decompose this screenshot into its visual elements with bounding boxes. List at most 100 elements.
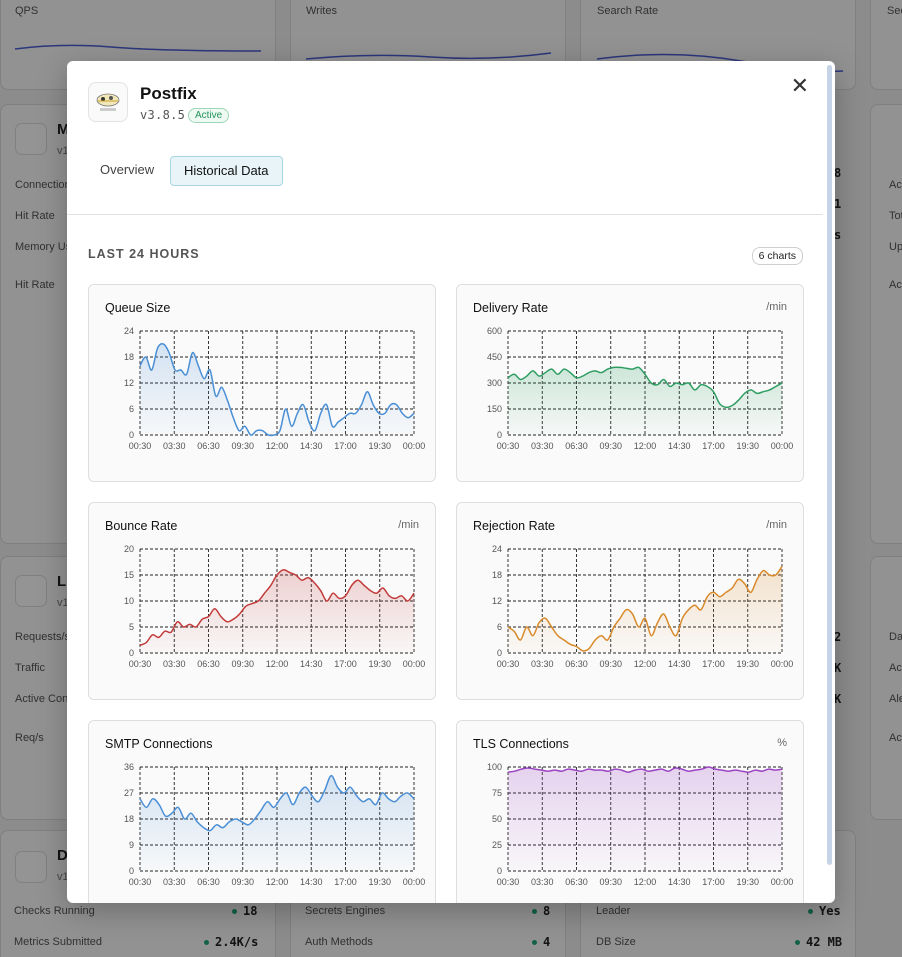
tab-overview[interactable]: Overview bbox=[100, 162, 155, 177]
x-tick-label: 00:30 bbox=[129, 877, 152, 887]
y-tick-label: 20 bbox=[124, 544, 134, 554]
chart-title: Queue Size bbox=[105, 301, 171, 315]
y-tick-label: 24 bbox=[124, 326, 134, 336]
x-tick-label: 09:30 bbox=[231, 659, 254, 669]
y-tick-label: 27 bbox=[124, 788, 134, 798]
bg-app-icon bbox=[15, 851, 47, 883]
bg-card-right-1: Act Tot Up Act bbox=[870, 104, 902, 544]
x-tick-label: 12:00 bbox=[266, 441, 289, 451]
x-tick-label: 14:30 bbox=[668, 441, 691, 451]
x-tick-label: 12:00 bbox=[266, 659, 289, 669]
bg-value: 2.4K/s bbox=[204, 935, 258, 949]
x-tick-label: 00:00 bbox=[403, 877, 426, 887]
bg-sparkline bbox=[14, 44, 262, 52]
x-tick-label: 00:30 bbox=[497, 877, 520, 887]
chart-tls-connections: 0 25 50 75 100 00:30 03:30 06:30 09:30 12:00 14:30… bbox=[487, 762, 794, 887]
y-tick-label: 18 bbox=[124, 352, 134, 362]
modal-scrollbar[interactable] bbox=[827, 65, 832, 865]
y-tick-label: 300 bbox=[487, 378, 502, 388]
x-tick-label: 19:30 bbox=[368, 877, 391, 887]
app-version: v3.8.5 bbox=[140, 108, 186, 122]
y-tick-label: 18 bbox=[124, 814, 134, 824]
x-tick-label: 00:00 bbox=[771, 441, 794, 451]
x-tick-label: 19:30 bbox=[368, 659, 391, 669]
y-tick-label: 0 bbox=[497, 648, 502, 658]
bg-label: Act bbox=[889, 662, 902, 674]
chart-rejection-rate: 0 6 12 18 24 00:30 03:30 06:30 09:30 12:00 14:30 17… bbox=[492, 544, 794, 669]
bg-sub: v1 bbox=[57, 597, 69, 609]
series-line bbox=[507, 366, 783, 409]
y-tick-label: 0 bbox=[129, 430, 134, 440]
chart-queue-size: 0 6 12 18 24 00:30 03:30 06:30 09:30 12:00 14:30 17… bbox=[124, 326, 425, 451]
bg-sub: v1 bbox=[57, 871, 69, 883]
y-tick-label: 0 bbox=[497, 430, 502, 440]
y-tick-label: 9 bbox=[129, 840, 134, 850]
postfix-logo-icon bbox=[88, 82, 128, 122]
y-tick-label: 0 bbox=[129, 648, 134, 658]
series-area bbox=[140, 569, 414, 653]
x-tick-label: 14:30 bbox=[300, 441, 323, 451]
bg-label: Up bbox=[889, 241, 902, 253]
y-tick-label: 0 bbox=[497, 866, 502, 876]
bg-label: Act bbox=[889, 732, 902, 744]
x-tick-label: 06:30 bbox=[565, 441, 588, 451]
y-tick-label: 18 bbox=[492, 570, 502, 580]
y-tick-label: 150 bbox=[487, 404, 502, 414]
x-tick-label: 00:30 bbox=[497, 441, 520, 451]
tab-historical-data[interactable]: Historical Data bbox=[170, 156, 283, 186]
x-tick-label: 14:30 bbox=[668, 877, 691, 887]
chart-delivery-rate: 0 150 300 450 600 00:30 03:30 06:30 09:30 12:00 14… bbox=[487, 326, 794, 451]
bg-value: K bbox=[834, 661, 842, 675]
close-icon[interactable]: ✕ bbox=[790, 73, 809, 98]
bg-value: s bbox=[834, 228, 842, 242]
x-tick-label: 03:30 bbox=[531, 877, 554, 887]
chart-card-delivery-rate: Delivery Rate /min 0 150 300 450 600 00:30 03:… bbox=[456, 284, 804, 482]
bg-value: Yes bbox=[808, 904, 841, 918]
bg-value-text: 2.4K/s bbox=[215, 935, 259, 949]
x-tick-label: 09:30 bbox=[231, 877, 254, 887]
bg-label: Writes bbox=[306, 5, 337, 17]
x-tick-label: 19:30 bbox=[736, 441, 759, 451]
x-tick-label: 09:30 bbox=[599, 441, 622, 451]
bg-label: Act bbox=[889, 179, 902, 191]
bg-app-icon bbox=[15, 575, 47, 607]
bg-label: Sec bbox=[887, 5, 902, 17]
series-area bbox=[140, 343, 414, 436]
app-details-modal: Postfix v3.8.5 Active ✕ Overview Histori… bbox=[67, 61, 835, 903]
status-badge: Active bbox=[188, 108, 230, 123]
chart-unit: % bbox=[777, 737, 787, 749]
chart-smtp-connections: 0 9 18 27 36 00:30 03:30 06:30 09:30 12:00 14:30 17… bbox=[124, 762, 426, 887]
bg-value: K bbox=[834, 692, 842, 706]
bg-label: Hit Rate bbox=[15, 210, 55, 222]
y-tick-label: 50 bbox=[492, 814, 502, 824]
bg-value-text: 18 bbox=[243, 904, 258, 918]
chart-title: Delivery Rate bbox=[473, 301, 549, 315]
bg-label: Traffic bbox=[15, 662, 45, 674]
bg-title: M bbox=[57, 121, 70, 138]
tabs-divider bbox=[67, 214, 823, 215]
y-tick-label: 6 bbox=[129, 404, 134, 414]
x-tick-label: 00:00 bbox=[771, 877, 794, 887]
chart-bounce-rate: 0 5 10 15 20 00:30 03:30 06:30 09:30 12:00 14:30 17… bbox=[124, 544, 426, 669]
series-area bbox=[508, 367, 782, 435]
bg-label: Search Rate bbox=[597, 5, 659, 17]
series-line bbox=[507, 766, 783, 773]
bg-label: Active Con bbox=[15, 693, 69, 705]
x-tick-label: 00:00 bbox=[771, 659, 794, 669]
bg-value-text: 4 bbox=[543, 935, 551, 949]
x-tick-label: 00:30 bbox=[129, 659, 152, 669]
x-tick-label: 17:00 bbox=[702, 659, 725, 669]
bg-value: 18 bbox=[232, 904, 257, 918]
x-tick-label: 14:30 bbox=[668, 659, 691, 669]
x-tick-label: 00:00 bbox=[403, 659, 426, 669]
bg-value: 42 MB bbox=[795, 935, 842, 949]
x-tick-label: 14:30 bbox=[300, 877, 323, 887]
x-tick-label: 06:30 bbox=[197, 441, 220, 451]
x-tick-label: 03:30 bbox=[163, 659, 186, 669]
bg-card-right-2: Da Act Ale Act bbox=[870, 556, 902, 820]
bg-label: Secrets Engines bbox=[305, 905, 386, 917]
series-line bbox=[139, 343, 415, 437]
x-tick-label: 09:30 bbox=[231, 441, 254, 451]
y-tick-label: 5 bbox=[129, 622, 134, 632]
bg-label: Auth Methods bbox=[305, 936, 373, 948]
